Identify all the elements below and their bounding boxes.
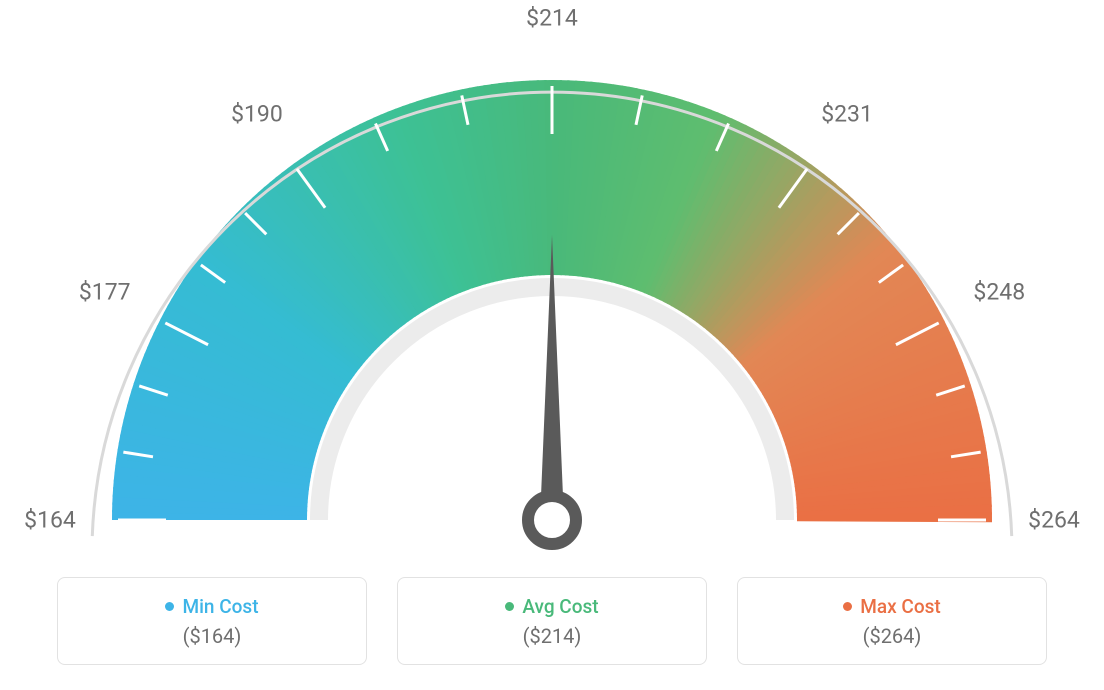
gauge-tick-label: $248 bbox=[973, 279, 1025, 306]
legend-card-avg: Avg Cost ($214) bbox=[397, 577, 707, 665]
legend-value: ($214) bbox=[523, 624, 582, 648]
legend-card-max: Max Cost ($264) bbox=[737, 577, 1047, 665]
legend-card-top: Avg Cost bbox=[505, 595, 598, 618]
gauge-tick-label: $231 bbox=[821, 100, 873, 127]
legend-dot-icon bbox=[505, 602, 514, 611]
legend-card-top: Min Cost bbox=[165, 595, 258, 618]
legend-card-top: Max Cost bbox=[843, 595, 940, 618]
gauge-tick-label: $190 bbox=[231, 100, 283, 127]
legend-label: Max Cost bbox=[860, 595, 940, 618]
legend-label: Avg Cost bbox=[522, 595, 598, 618]
gauge-tick-label: $264 bbox=[1028, 507, 1080, 534]
gauge-chart: $164 $177 $190 $214 $231 $248 $264 bbox=[0, 0, 1104, 560]
legend-value: ($264) bbox=[863, 624, 922, 648]
gauge-tick-label: $177 bbox=[79, 279, 131, 306]
gauge-svg bbox=[0, 0, 1104, 560]
legend-dot-icon bbox=[165, 602, 174, 611]
legend-label: Min Cost bbox=[182, 595, 258, 618]
legend-row: Min Cost ($164) Avg Cost ($214) Max Cost… bbox=[0, 577, 1104, 665]
legend-value: ($164) bbox=[183, 624, 242, 648]
gauge-tick-label: $164 bbox=[24, 507, 76, 534]
gauge-tick-label: $214 bbox=[526, 5, 578, 32]
legend-dot-icon bbox=[843, 602, 852, 611]
legend-card-min: Min Cost ($164) bbox=[57, 577, 367, 665]
